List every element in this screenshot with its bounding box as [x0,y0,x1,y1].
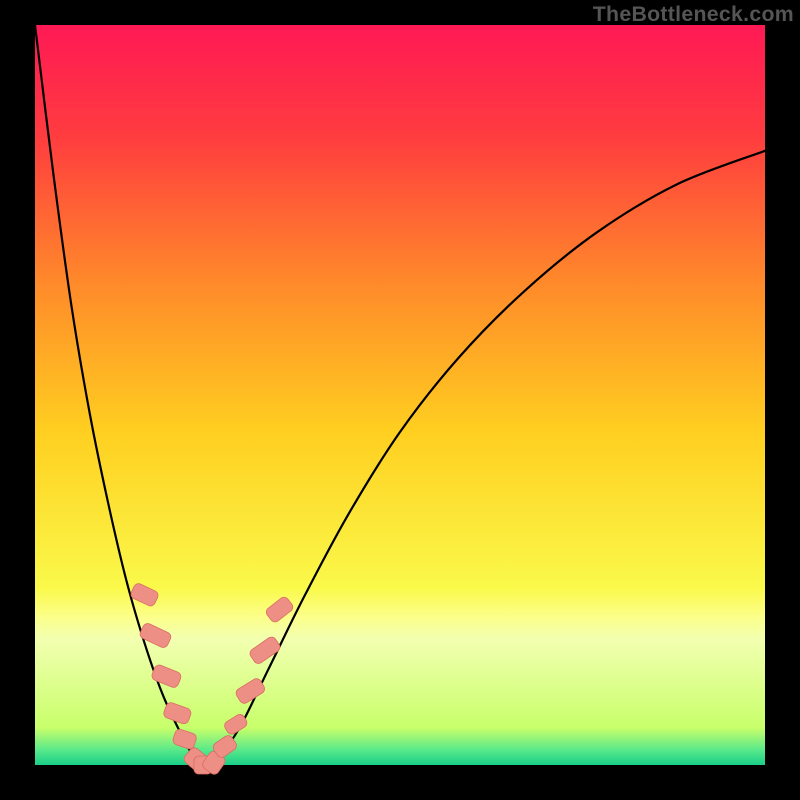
plot-gradient-background [35,25,765,765]
attribution-watermark: TheBottleneck.com [593,2,794,27]
chart-stage: TheBottleneck.com [0,0,800,800]
